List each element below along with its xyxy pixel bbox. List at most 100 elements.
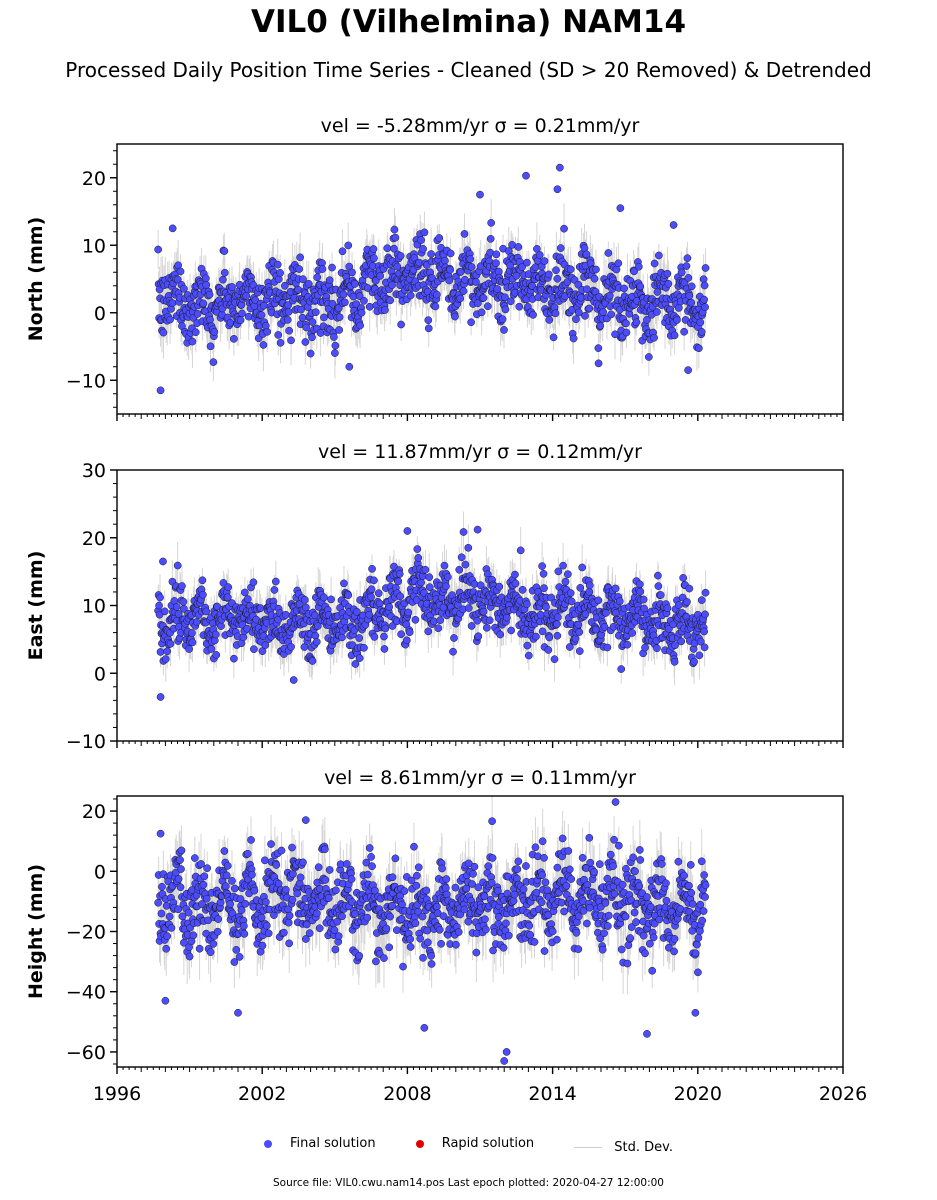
final-point <box>669 620 677 629</box>
final-point <box>397 630 405 639</box>
final-point <box>159 557 167 566</box>
final-point <box>653 308 661 316</box>
final-point <box>628 629 637 637</box>
final-point <box>639 595 648 604</box>
final-point <box>370 633 379 641</box>
final-point <box>559 561 567 570</box>
final-point <box>498 315 507 324</box>
final-point <box>161 655 170 663</box>
final-point <box>318 265 327 273</box>
final-point <box>483 623 491 632</box>
final-point <box>206 342 215 351</box>
final-point <box>594 344 603 352</box>
final-point <box>677 637 686 646</box>
panel-3: vel = 8.61mm/yr σ = 0.11mm/yr Height (mm)… <box>25 767 867 1105</box>
final-point <box>700 643 709 652</box>
final-point <box>575 647 584 655</box>
figure-title: VIL0 (Vilhelmina) NAM14 <box>250 4 687 40</box>
final-point <box>653 644 661 653</box>
final-point <box>578 563 587 572</box>
final-point <box>654 582 663 590</box>
final-point <box>306 349 315 358</box>
final-point <box>220 268 229 277</box>
final-point <box>156 648 165 656</box>
final-point <box>459 287 468 295</box>
final-point <box>338 633 346 642</box>
final-point <box>442 582 450 591</box>
final-point <box>404 608 413 617</box>
final-point <box>553 185 562 194</box>
final-points <box>154 163 710 395</box>
final-point <box>467 622 476 630</box>
final-point <box>198 576 207 585</box>
final-point <box>180 604 188 613</box>
final-point <box>687 298 696 307</box>
final-point <box>560 224 568 233</box>
final-point <box>456 294 465 303</box>
final-point <box>396 592 405 601</box>
final-point <box>493 285 502 293</box>
final-point <box>281 281 289 290</box>
final-point <box>188 638 197 647</box>
y-axis-label: East (mm) <box>25 551 47 661</box>
final-point <box>690 657 698 666</box>
final-point <box>381 306 389 314</box>
final-point <box>501 305 510 314</box>
final-point <box>506 261 515 270</box>
final-points <box>154 525 710 701</box>
final-point <box>701 610 709 619</box>
final-point <box>636 587 645 596</box>
final-point <box>299 275 307 284</box>
final-point <box>576 583 585 592</box>
final-point <box>274 275 283 284</box>
final-point <box>425 573 434 582</box>
final-point <box>518 263 526 271</box>
final-point <box>495 582 504 591</box>
y-axis-label: North (mm) <box>25 217 47 342</box>
final-point <box>457 553 466 562</box>
final-point <box>514 243 523 251</box>
final-point <box>391 233 400 242</box>
final-point <box>636 282 645 291</box>
final-point <box>511 579 520 588</box>
final-point <box>370 576 378 585</box>
final-point <box>219 579 228 587</box>
final-point <box>544 270 553 279</box>
final-point <box>641 643 649 652</box>
final-point <box>669 221 678 229</box>
final-point <box>459 528 468 536</box>
final-point <box>695 344 703 353</box>
final-point <box>697 327 706 336</box>
final-point <box>685 584 694 593</box>
final-point <box>450 634 458 642</box>
final-point <box>684 274 693 282</box>
final-point <box>539 569 548 578</box>
final-point <box>372 276 380 285</box>
final-point <box>380 645 389 653</box>
y-tick-label: −10 <box>66 370 106 392</box>
final-point <box>393 262 402 271</box>
final-point <box>230 334 238 343</box>
final-point <box>670 331 679 340</box>
final-point <box>585 581 594 590</box>
final-point <box>192 618 201 626</box>
final-point <box>298 313 307 322</box>
final-point <box>313 273 322 282</box>
final-point <box>567 597 576 606</box>
final-point <box>345 362 354 371</box>
final-point <box>466 255 475 263</box>
final-point <box>445 276 454 285</box>
final-point <box>185 645 193 653</box>
final-point <box>188 337 197 346</box>
final-point <box>219 275 227 284</box>
final-point <box>594 359 603 368</box>
final-point <box>614 259 623 268</box>
final-point <box>460 230 469 238</box>
final-point <box>154 245 162 254</box>
final-point <box>417 236 425 244</box>
final-point <box>411 615 420 624</box>
final-point <box>369 245 378 253</box>
final-point <box>582 250 591 259</box>
final-point <box>470 580 479 588</box>
final-point <box>599 308 607 316</box>
